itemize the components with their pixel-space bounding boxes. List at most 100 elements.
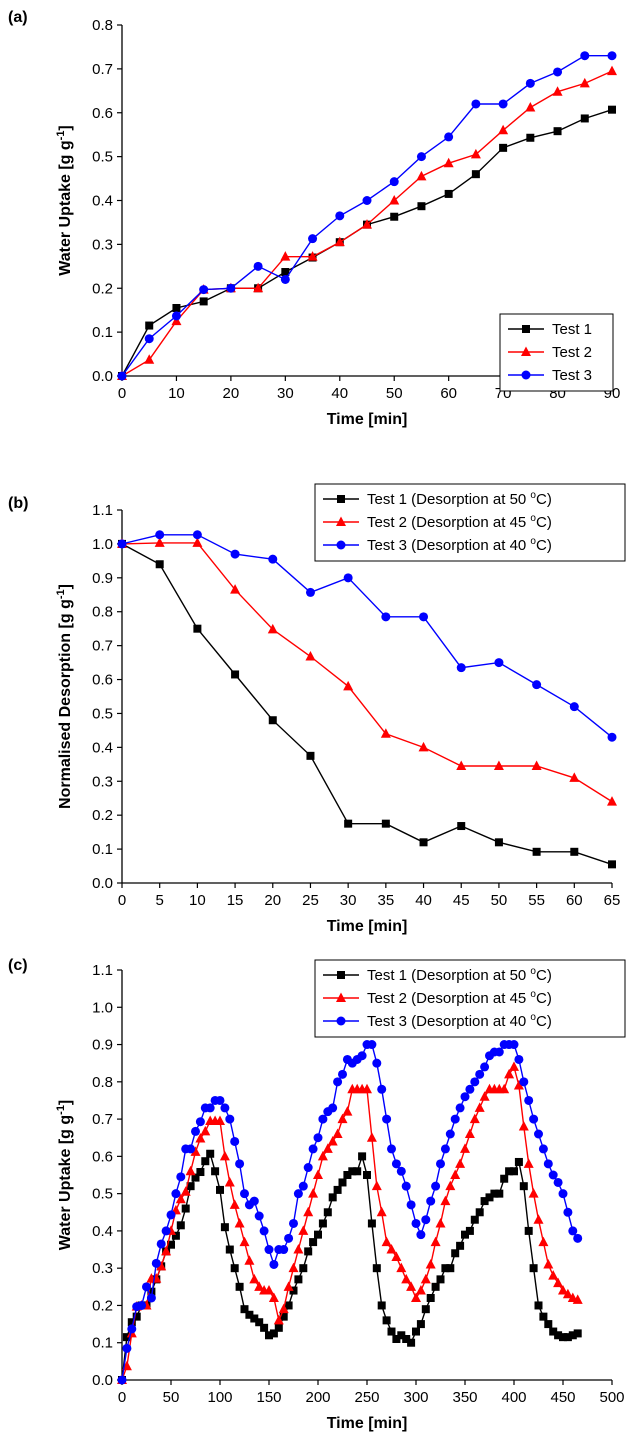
data-point <box>334 236 345 247</box>
x-tick-label: 500 <box>599 1389 624 1406</box>
data-point <box>563 1207 573 1217</box>
data-point <box>510 1167 518 1176</box>
data-point <box>386 1244 397 1254</box>
legend-marker <box>521 370 531 380</box>
y-tick-label: 0.6 <box>92 105 113 122</box>
x-tick-label: 400 <box>501 1389 526 1406</box>
data-point <box>288 1262 299 1273</box>
data-point <box>389 177 399 187</box>
data-point <box>196 1168 205 1177</box>
x-tick-label: 350 <box>452 1389 477 1406</box>
data-point <box>240 1189 249 1199</box>
data-point <box>144 334 154 344</box>
data-point <box>260 1323 269 1332</box>
data-point <box>211 1167 220 1176</box>
y-tick-label: 0.3 <box>92 1260 113 1277</box>
data-point <box>470 1215 479 1224</box>
data-point <box>451 1249 460 1258</box>
x-tick-label: 50 <box>163 1389 180 1406</box>
data-point <box>186 1144 196 1154</box>
data-point <box>543 1159 553 1169</box>
data-point <box>151 1258 161 1268</box>
data-point <box>299 1264 308 1273</box>
data-point <box>225 1245 234 1254</box>
data-point <box>230 1136 240 1146</box>
data-point <box>420 1273 431 1284</box>
data-point <box>235 1159 245 1169</box>
data-point <box>362 1083 372 1094</box>
data-point <box>337 1113 348 1124</box>
y-tick-label: 0.1 <box>92 1335 113 1352</box>
data-point <box>338 1069 347 1079</box>
series-3 <box>117 51 617 381</box>
data-point <box>440 1195 451 1206</box>
data-point <box>253 282 264 293</box>
data-point <box>264 1285 274 1295</box>
data-point <box>308 234 318 244</box>
data-point <box>456 760 467 771</box>
data-point <box>226 283 236 293</box>
data-point <box>411 1218 421 1228</box>
x-tick-label: 0 <box>118 385 126 402</box>
chart-panel-c: (c) 0.0 0.1 0.2 0.3 0.4 0.5 0.6 0.7 0.8 0.9 1.0 1.1 0… <box>8 957 626 1432</box>
data-point <box>607 51 617 61</box>
legend-marker <box>336 516 346 526</box>
data-point <box>440 1144 450 1154</box>
data-point <box>608 105 616 114</box>
series-line <box>121 542 613 803</box>
data-point <box>127 1318 136 1327</box>
y-tick-label: 0.9 <box>92 570 113 587</box>
data-point <box>215 1095 225 1105</box>
data-point <box>181 1204 190 1213</box>
data-point <box>186 1182 195 1191</box>
data-point <box>514 1054 524 1064</box>
data-point <box>553 1177 563 1187</box>
data-point <box>122 1333 131 1342</box>
data-point <box>580 51 590 61</box>
data-point <box>553 127 562 136</box>
data-point <box>455 1158 466 1168</box>
data-point <box>230 584 241 594</box>
data-point <box>172 303 181 312</box>
data-point <box>523 1158 534 1168</box>
data-point <box>549 1327 558 1336</box>
data-point <box>392 1335 401 1343</box>
legend: Test 1 (Desorption at 50 oC) Test 2 (Deso… <box>314 959 626 1038</box>
data-point <box>268 554 278 564</box>
data-point <box>171 1231 180 1240</box>
data-point <box>171 315 182 326</box>
data-point <box>419 612 429 622</box>
y-tick-label: 0.1 <box>92 841 113 858</box>
data-point <box>425 1258 436 1269</box>
data-point <box>446 1264 455 1273</box>
data-point <box>568 1331 577 1340</box>
data-point <box>193 624 202 633</box>
data-point <box>471 170 480 179</box>
data-point <box>538 1236 549 1247</box>
data-point <box>155 530 165 540</box>
legend: Test 1 Test 2 Test 3 <box>499 313 614 392</box>
data-point <box>117 371 127 381</box>
data-point <box>303 1163 313 1173</box>
data-point <box>278 1303 289 1314</box>
data-point <box>485 1193 494 1202</box>
data-point <box>201 1157 210 1166</box>
data-point <box>185 1165 196 1176</box>
legend-marker <box>337 495 345 503</box>
y-tick-label: 0.2 <box>92 807 113 824</box>
data-point <box>146 1293 156 1303</box>
x-axis-title: Time [min] <box>327 411 408 428</box>
data-point <box>144 354 155 364</box>
data-point <box>313 1169 323 1179</box>
data-point <box>142 1282 151 1292</box>
data-point <box>475 1208 484 1217</box>
data-point <box>460 1092 470 1102</box>
data-point <box>192 530 202 540</box>
data-point <box>117 1375 127 1385</box>
data-point <box>406 1200 416 1210</box>
data-point <box>381 819 390 828</box>
data-point <box>569 702 579 712</box>
x-axis-title: Time [min] <box>327 918 408 935</box>
legend-label: Test 2 (Desorption at 45 oC) <box>367 513 552 531</box>
data-point <box>558 1285 568 1295</box>
